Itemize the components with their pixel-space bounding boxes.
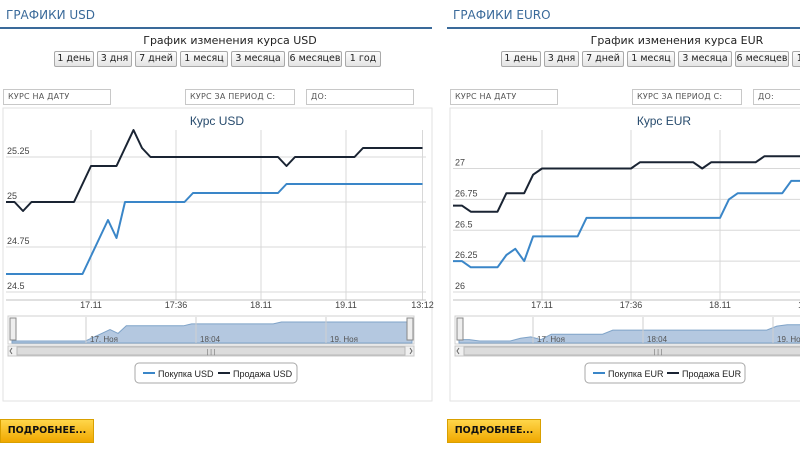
usd-navigator-label: 17. Ноя xyxy=(90,335,118,344)
eur-legend-sell-label[interactable]: Продажа EUR xyxy=(682,369,742,379)
eur-range-1-year-button[interactable]: 1 год xyxy=(792,51,800,67)
eur-x-tick-label: 17.11 xyxy=(531,300,553,310)
eur-date-placeholder: КУРС НА ДАТУ xyxy=(455,92,517,101)
eur-header-title: ГРАФИКИ EURO xyxy=(453,8,551,22)
usd-legend-sell-label[interactable]: Продажа USD xyxy=(233,369,293,379)
eur-navigator-area xyxy=(458,324,800,344)
eur-period-to-input[interactable]: ДО: xyxy=(753,89,800,105)
eur-range-6-months-button[interactable]: 6 месяцев xyxy=(735,51,789,67)
eur-scrollbar-grip: ||| xyxy=(653,349,664,356)
eur-range-1-month-button[interactable]: 1 месяц xyxy=(627,51,675,67)
eur-chart-heading: График изменения курса EUR xyxy=(590,34,764,47)
eur-range-3-days-button[interactable]: 3 дня xyxy=(544,51,579,67)
usd-series-sell-line[interactable] xyxy=(6,129,423,212)
usd-chart-heading: График изменения курса USD xyxy=(143,34,317,47)
usd-x-tick-label: 17:36 xyxy=(165,300,188,310)
usd-range-3-days-button[interactable]: 3 дня xyxy=(97,51,132,67)
usd-header-title: ГРАФИКИ USD xyxy=(6,8,96,22)
eur-date-input[interactable]: КУРС НА ДАТУ xyxy=(450,89,558,105)
usd-x-tick-label: 13:12 xyxy=(411,300,434,310)
usd-range-1-year-button[interactable]: 1 год xyxy=(345,51,381,67)
eur-y-tick-label: 26.5 xyxy=(455,219,473,229)
usd-legend-buy-label[interactable]: Покупка USD xyxy=(158,369,214,379)
usd-period-from-placeholder: КУРС ЗА ПЕРИОД С: xyxy=(190,92,276,101)
usd-date-placeholder: КУРС НА ДАТУ xyxy=(8,92,70,101)
usd-navigator-right-handle[interactable] xyxy=(406,317,414,341)
usd-y-tick-label: 24.5 xyxy=(7,281,25,291)
usd-y-tick-label: 25.25 xyxy=(7,146,30,156)
eur-navigator-label: 19. Ноя xyxy=(777,335,800,344)
usd-more-button[interactable]: ПОДРОБНЕЕ... xyxy=(0,419,94,443)
eur-y-tick-label: 26.25 xyxy=(455,250,478,260)
usd-period-to-input[interactable]: ДО: xyxy=(306,89,414,105)
usd-navigator-area xyxy=(11,321,413,344)
usd-y-tick-label: 24.75 xyxy=(7,236,30,246)
eur-x-tick-label: 17:36 xyxy=(620,300,643,310)
usd-range-3-months-button[interactable]: 3 месяца xyxy=(231,51,285,67)
eur-y-tick-label: 26 xyxy=(455,281,465,291)
eur-series-sell-line[interactable] xyxy=(453,155,800,213)
usd-panel: ГРАФИКИ USD График изменения курса USD 1… xyxy=(0,0,434,443)
eur-y-tick-label: 26.75 xyxy=(455,188,478,198)
usd-range-1-month-button[interactable]: 1 месяц xyxy=(180,51,228,67)
usd-chart: Курс USD 17.11 17:36 18.11 19.11 13:12 24.5 2… xyxy=(2,107,434,402)
usd-chart-title: Курс USD xyxy=(190,114,245,128)
usd-scrollbar-grip: ||| xyxy=(206,349,217,356)
eur-panel: ГРАФИКИ EURO График изменения курса EUR … xyxy=(447,0,800,450)
usd-scroll-right-icon[interactable] xyxy=(409,347,413,355)
usd-legend xyxy=(134,362,298,384)
eur-x-tick-label: 19.11 xyxy=(798,300,800,310)
usd-scroll-left-icon[interactable] xyxy=(9,347,13,355)
usd-period-from-input[interactable]: КУРС ЗА ПЕРИОД С: xyxy=(185,89,295,105)
eur-series-buy-line[interactable] xyxy=(453,179,800,269)
usd-range-7-days-button[interactable]: 7 дней xyxy=(135,51,177,67)
eur-range-1-day-button[interactable]: 1 день xyxy=(501,51,541,67)
eur-navigator-label: 17. Ноя xyxy=(537,335,565,344)
eur-legend-buy-label[interactable]: Покупка EUR xyxy=(608,369,664,379)
eur-legend xyxy=(584,362,746,384)
usd-period-to-placeholder: ДО: xyxy=(311,92,327,101)
usd-range-6-months-button[interactable]: 6 месяцев xyxy=(288,51,342,67)
eur-scrollbar-thumb[interactable] xyxy=(463,346,800,356)
eur-scroll-left-icon[interactable] xyxy=(456,347,460,355)
eur-y-tick-label: 27 xyxy=(455,158,465,168)
eur-period-from-input[interactable]: КУРС ЗА ПЕРИОД С: xyxy=(632,89,742,105)
eur-range-3-months-button[interactable]: 3 месяца xyxy=(678,51,732,67)
usd-x-tick-label: 19.11 xyxy=(335,300,357,310)
usd-navigator-left-handle[interactable] xyxy=(9,317,17,341)
eur-range-7-days-button[interactable]: 7 дней xyxy=(582,51,624,67)
eur-navigator-left-handle[interactable] xyxy=(456,317,464,341)
usd-navigator-label: 18:04 xyxy=(200,335,221,344)
eur-x-tick-label: 18.11 xyxy=(709,300,731,310)
eur-period-from-placeholder: КУРС ЗА ПЕРИОД С: xyxy=(637,92,723,101)
eur-navigator-label: 18:04 xyxy=(647,335,668,344)
eur-chart: Курс EUR 17.11 17:36 18.11 19.11 26 26.25 26.… xyxy=(449,107,800,402)
usd-navigator-label: 19. Ноя xyxy=(330,335,358,344)
eur-chart-title: Курс EUR xyxy=(637,114,692,128)
usd-x-tick-label: 17.11 xyxy=(80,300,102,310)
eur-period-to-placeholder: ДО: xyxy=(758,92,774,101)
eur-more-button[interactable]: ПОДРОБНЕЕ... xyxy=(447,419,541,443)
usd-header: ГРАФИКИ USD xyxy=(0,0,432,29)
eur-header: ГРАФИКИ EURO xyxy=(447,0,800,29)
usd-x-tick-label: 18.11 xyxy=(250,300,272,310)
usd-series-buy-line[interactable] xyxy=(6,183,423,275)
usd-y-tick-label: 25 xyxy=(7,191,17,201)
usd-date-input[interactable]: КУРС НА ДАТУ xyxy=(3,89,111,105)
usd-scrollbar-thumb[interactable] xyxy=(16,346,406,356)
usd-range-1-day-button[interactable]: 1 день xyxy=(54,51,94,67)
